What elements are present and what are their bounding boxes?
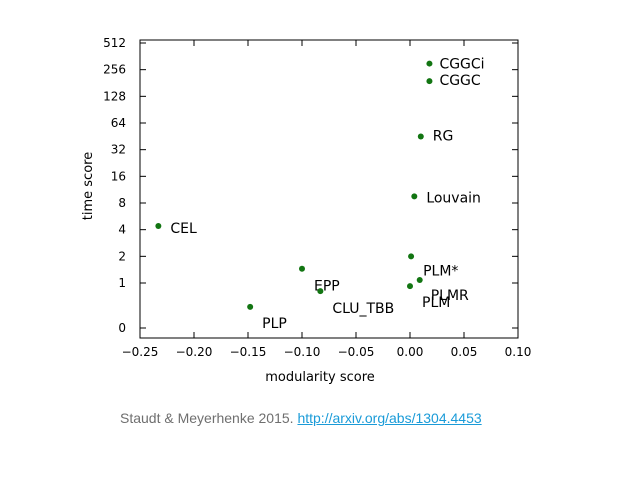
data-points: CGGCiCGGCRGLouvainCELPLM*EPPPLMRPLMCLU_T… (155, 57, 485, 332)
data-point (426, 60, 433, 67)
point-label: PLMR (431, 288, 469, 304)
data-point (247, 303, 254, 310)
x-tick-label: 0.05 (451, 345, 478, 359)
data-point (411, 193, 418, 200)
data-point (408, 253, 415, 260)
x-tick-label: −0.10 (284, 345, 321, 359)
point-label: CGGCi (439, 57, 484, 73)
y-tick-label: 2 (118, 249, 126, 263)
plot-frame (139, 39, 519, 339)
y-tick-label: 1 (118, 276, 126, 290)
x-tick-label: −0.25 (122, 345, 159, 359)
y-tick-label: 256 (103, 63, 126, 77)
y-tick-label: 32 (111, 143, 126, 157)
citation-text: Staudt & Meyerhenke 2015. (120, 410, 298, 426)
data-point (407, 283, 413, 290)
y-tick-label: 128 (103, 89, 126, 103)
y-tick-label: 64 (111, 116, 126, 130)
y-tick-label: 8 (118, 196, 126, 210)
point-label: Louvain (426, 190, 481, 206)
y-tick-label: 4 (118, 223, 126, 237)
data-point (426, 78, 433, 85)
x-tick-label: −0.05 (338, 345, 375, 359)
data-point (299, 265, 305, 272)
point-label: CGGC (439, 73, 480, 89)
x-tick-label: −0.15 (230, 345, 267, 359)
x-tick-label: −0.20 (176, 345, 213, 359)
y-tick-label: 512 (103, 36, 126, 50)
point-label: RG (433, 129, 454, 145)
x-axis-label: modularity score (265, 370, 375, 385)
y-tick-label: 16 (111, 169, 126, 183)
point-label: PLP (262, 316, 287, 332)
y-axis-label: time score (81, 152, 96, 220)
data-point (155, 222, 162, 229)
x-tick-label: 0.10 (505, 345, 532, 359)
scatter-chart: −0.25 −0.20 −0.15 −0.10 −0.05 0.00 0.05 0.10012… (81, 36, 531, 385)
data-point (417, 133, 424, 140)
point-label: PLM (422, 295, 450, 311)
axis-ticks: −0.25 −0.20 −0.15 −0.10 −0.05 0.00 0.05 0.10012… (103, 36, 531, 359)
citation-caption: Staudt & Meyerhenke 2015. http://arxiv.o… (120, 410, 482, 426)
point-label: CLU_TBB (332, 301, 394, 317)
data-point (317, 288, 324, 295)
y-tick-label: 0 (118, 321, 126, 335)
arxiv-link[interactable]: http://arxiv.org/abs/1304.4453 (297, 410, 482, 426)
point-label: PLM* (423, 263, 458, 279)
point-label: CEL (170, 221, 197, 237)
data-point (416, 277, 423, 284)
x-tick-label: 0.00 (397, 345, 424, 359)
